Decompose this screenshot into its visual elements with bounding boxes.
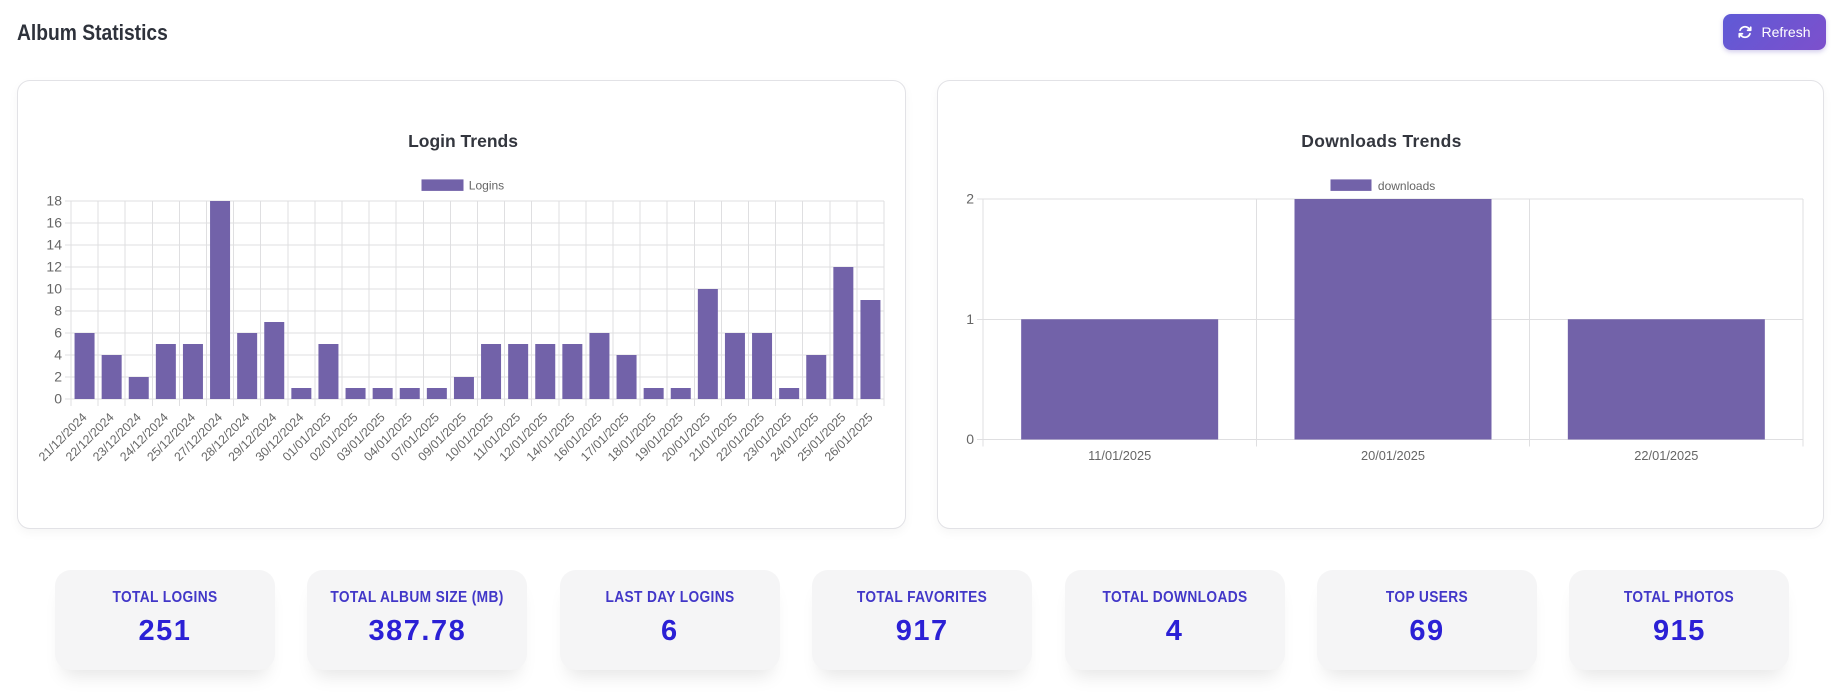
svg-text:1: 1 — [966, 311, 974, 327]
svg-text:4: 4 — [54, 347, 62, 363]
svg-text:12: 12 — [46, 259, 62, 275]
svg-text:Login Trends: Login Trends — [408, 131, 518, 151]
svg-text:0: 0 — [966, 431, 974, 447]
svg-text:6: 6 — [54, 325, 62, 341]
svg-text:0: 0 — [54, 391, 62, 407]
svg-text:14: 14 — [46, 237, 62, 253]
svg-text:22/01/2025: 22/01/2025 — [1634, 448, 1698, 463]
svg-text:2: 2 — [966, 191, 974, 207]
svg-text:20/01/2025: 20/01/2025 — [1361, 448, 1425, 463]
svg-text:Downloads Trends: Downloads Trends — [1301, 131, 1461, 151]
svg-text:16: 16 — [46, 215, 62, 231]
svg-text:8: 8 — [54, 303, 62, 319]
svg-text:downloads: downloads — [1378, 179, 1435, 193]
svg-text:10: 10 — [46, 281, 62, 297]
svg-text:Logins: Logins — [469, 179, 504, 193]
svg-text:2: 2 — [54, 369, 62, 385]
svg-text:11/01/2025: 11/01/2025 — [1088, 448, 1151, 463]
svg-text:18: 18 — [46, 193, 62, 209]
